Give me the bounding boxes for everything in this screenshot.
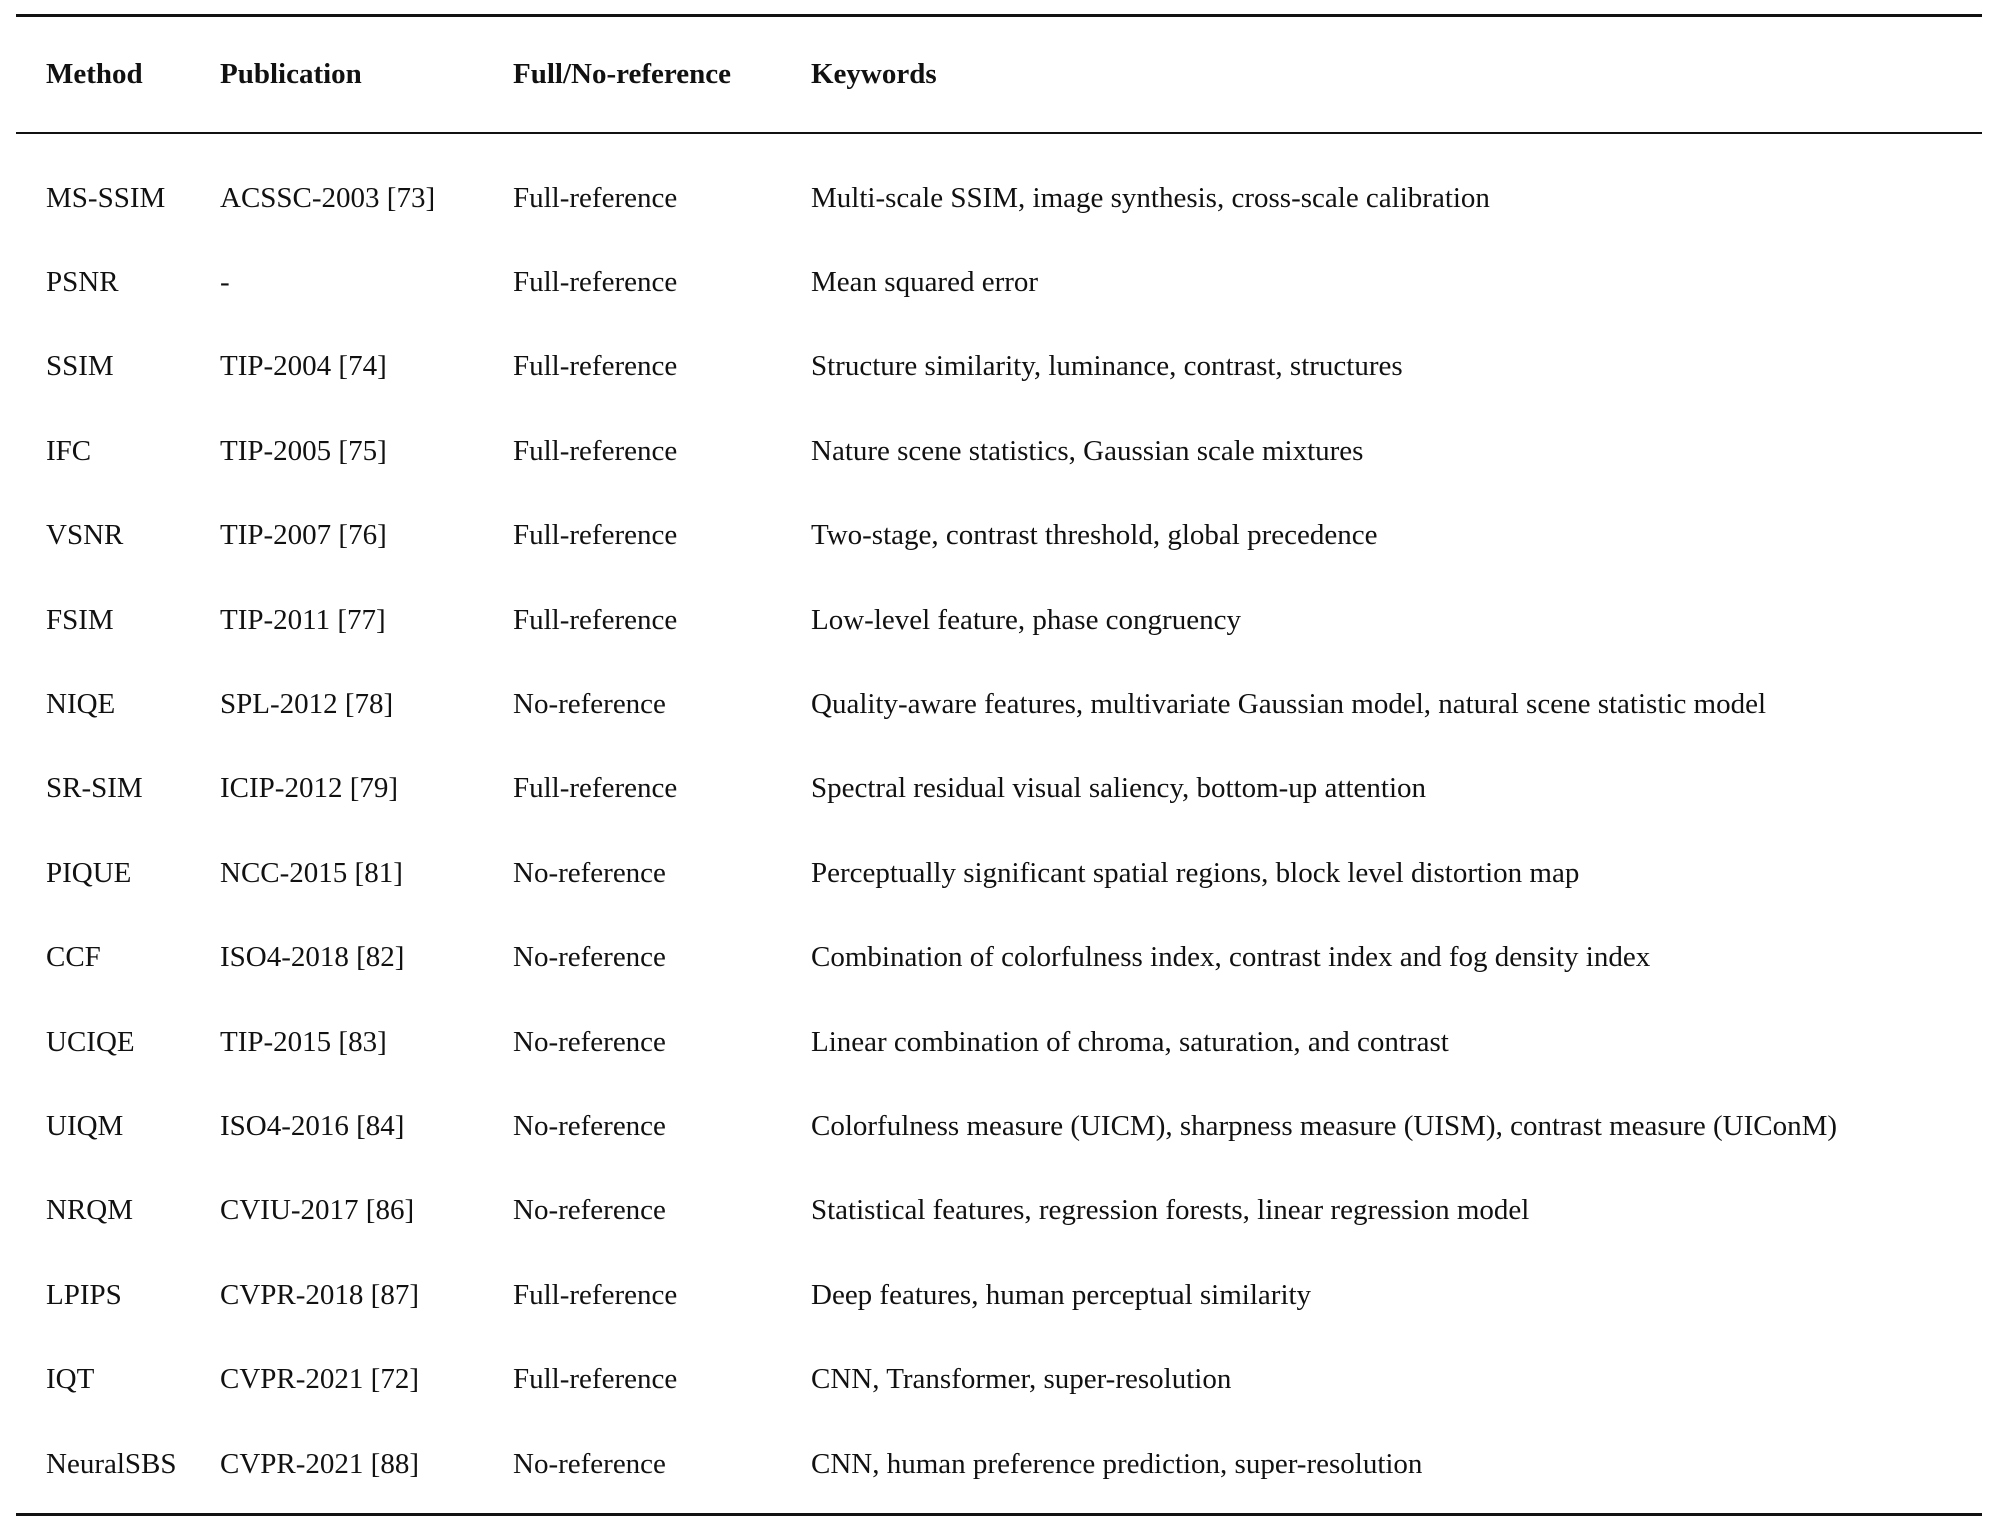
cell-publication: TIP-2015 [83]	[220, 1025, 387, 1058]
cell-method: NeuralSBS	[46, 1447, 177, 1480]
table-row: SSIM TIP-2004 [74] Full-reference Structure…	[16, 325, 1982, 409]
cell-reference: Full-reference	[513, 266, 678, 299]
table-header-rule	[16, 132, 1982, 134]
header-reference: Full/No-reference	[513, 58, 731, 90]
cell-publication: CVPR-2021 [72]	[220, 1363, 419, 1396]
cell-method: CCF	[46, 941, 101, 974]
table-row: NIQE SPL-2012 [78] No-reference Quality-awa…	[16, 662, 1982, 746]
cell-method: NIQE	[46, 688, 116, 721]
cell-reference: Full-reference	[513, 603, 678, 636]
table-row: LPIPS CVPR-2018 [87] Full-reference Deep fe…	[16, 1253, 1982, 1337]
table-row: PIQUE NCC-2015 [81] No-reference Perceptual…	[16, 831, 1982, 915]
cell-publication: CVIU-2017 [86]	[220, 1194, 415, 1227]
cell-keywords: Mean squared error	[811, 266, 1039, 299]
table-row: CCF ISO4-2018 [82] No-reference Combination…	[16, 916, 1982, 1000]
cell-method: LPIPS	[46, 1278, 122, 1311]
header-publication: Publication	[220, 58, 362, 90]
cell-publication: ICIP-2012 [79]	[220, 772, 399, 805]
cell-keywords: Low-level feature, phase congruency	[811, 603, 1241, 636]
cell-reference: Full-reference	[513, 1363, 678, 1396]
cell-publication: -	[220, 266, 230, 299]
cell-keywords: Linear combination of chroma, saturation…	[811, 1025, 1449, 1058]
cell-reference: Full-reference	[513, 181, 678, 214]
cell-method: NRQM	[46, 1194, 134, 1227]
cell-method: IQT	[46, 1363, 95, 1396]
cell-keywords: Perceptually significant spatial regions…	[811, 856, 1580, 889]
metrics-table: Method Publication Full/No-reference Key…	[16, 14, 1982, 1516]
cell-keywords: Nature scene statistics, Gaussian scale …	[811, 434, 1364, 467]
cell-reference: No-reference	[513, 856, 666, 889]
table-row: FSIM TIP-2011 [77] Full-reference Low-level…	[16, 578, 1982, 662]
cell-reference: No-reference	[513, 1025, 666, 1058]
cell-keywords: Two-stage, contrast threshold, global pr…	[811, 519, 1378, 552]
cell-method: SSIM	[46, 350, 114, 383]
cell-reference: Full-reference	[513, 519, 678, 552]
table-row: NeuralSBS CVPR-2021 [88] No-reference CNN, …	[16, 1422, 1982, 1506]
cell-method: VSNR	[46, 519, 124, 552]
cell-keywords: Combination of colorfulness index, contr…	[811, 941, 1651, 974]
cell-keywords: Colorfulness measure (UICM), sharpness m…	[811, 1109, 1838, 1142]
cell-keywords: Structure similarity, luminance, contras…	[811, 350, 1403, 383]
table-row: IQT CVPR-2021 [72] Full-reference CNN, Tran…	[16, 1337, 1982, 1421]
cell-method: FSIM	[46, 603, 114, 636]
cell-keywords: Deep features, human perceptual similari…	[811, 1278, 1312, 1311]
table-row: UCIQE TIP-2015 [83] No-reference Linear com…	[16, 1000, 1982, 1084]
cell-method: PIQUE	[46, 856, 132, 889]
cell-keywords: CNN, human preference prediction, super-…	[811, 1447, 1423, 1480]
cell-reference: Full-reference	[513, 350, 678, 383]
cell-keywords: Spectral residual visual saliency, botto…	[811, 772, 1427, 805]
cell-publication: TIP-2004 [74]	[220, 350, 387, 383]
table-header-row: Method Publication Full/No-reference Key…	[16, 17, 1982, 132]
cell-keywords: CNN, Transformer, super-resolution	[811, 1363, 1232, 1396]
table-row: SR-SIM ICIP-2012 [79] Full-reference Spectr…	[16, 747, 1982, 831]
table-row: VSNR TIP-2007 [76] Full-reference Two-stage…	[16, 494, 1982, 578]
cell-publication: TIP-2005 [75]	[220, 434, 387, 467]
table-row: MS-SSIM ACSSC-2003 [73] Full-reference Mult…	[16, 156, 1982, 240]
cell-method: PSNR	[46, 266, 119, 299]
cell-method: UCIQE	[46, 1025, 135, 1058]
table-top-rule	[16, 14, 1982, 17]
cell-reference: Full-reference	[513, 772, 678, 805]
cell-reference: Full-reference	[513, 1278, 678, 1311]
cell-method: IFC	[46, 434, 92, 467]
cell-reference: No-reference	[513, 688, 666, 721]
cell-publication: ISO4-2016 [84]	[220, 1109, 405, 1142]
header-keywords: Keywords	[811, 58, 937, 90]
cell-method: MS-SSIM	[46, 181, 166, 214]
cell-publication: CVPR-2018 [87]	[220, 1278, 419, 1311]
cell-publication: ACSSC-2003 [73]	[220, 181, 436, 214]
cell-keywords: Quality-aware features, multivariate Gau…	[811, 688, 1767, 721]
cell-publication: ISO4-2018 [82]	[220, 941, 405, 974]
cell-reference: Full-reference	[513, 434, 678, 467]
cell-keywords: Multi-scale SSIM, image synthesis, cross…	[811, 181, 1490, 214]
cell-publication: CVPR-2021 [88]	[220, 1447, 419, 1480]
cell-publication: NCC-2015 [81]	[220, 856, 403, 889]
cell-reference: No-reference	[513, 1194, 666, 1227]
cell-publication: TIP-2007 [76]	[220, 519, 387, 552]
table-row: PSNR - Full-reference Mean squared error	[16, 240, 1982, 324]
header-method: Method	[46, 58, 143, 90]
cell-method: SR-SIM	[46, 772, 143, 805]
cell-keywords: Statistical features, regression forests…	[811, 1194, 1530, 1227]
cell-publication: SPL-2012 [78]	[220, 688, 394, 721]
cell-reference: No-reference	[513, 1109, 666, 1142]
table-body: MS-SSIM ACSSC-2003 [73] Full-reference Mult…	[16, 156, 1982, 1506]
table-row: UIQM ISO4-2016 [84] No-reference Colorfulne…	[16, 1084, 1982, 1168]
cell-method: UIQM	[46, 1109, 124, 1142]
cell-publication: TIP-2011 [77]	[220, 603, 386, 636]
cell-reference: No-reference	[513, 941, 666, 974]
cell-reference: No-reference	[513, 1447, 666, 1480]
table-row: IFC TIP-2005 [75] Full-reference Nature sce…	[16, 409, 1982, 493]
table-row: NRQM CVIU-2017 [86] No-reference Statistica…	[16, 1169, 1982, 1253]
